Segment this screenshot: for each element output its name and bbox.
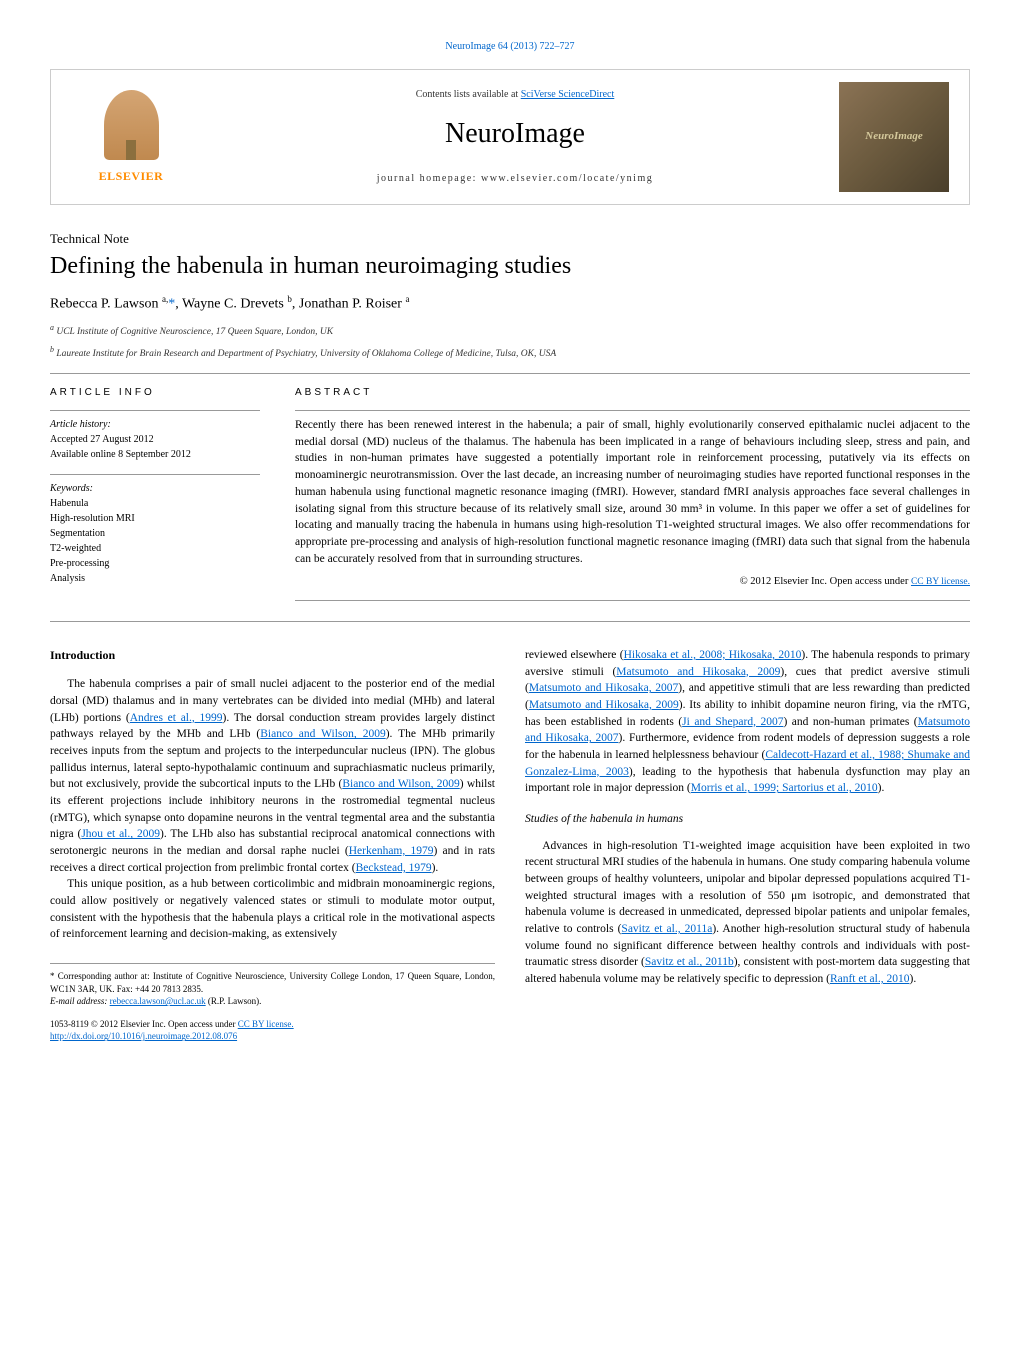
cc-by-link[interactable]: CC BY license. <box>238 1019 294 1029</box>
abstract-heading: ABSTRACT <box>295 386 970 400</box>
article-info-column: ARTICLE INFO Article history: Accepted 2… <box>50 386 260 601</box>
homepage-prefix: journal homepage: <box>377 173 481 184</box>
keyword: T2-weighted <box>50 541 260 556</box>
cover-title: NeuroImage <box>865 129 922 144</box>
article-history-block: Article history: Accepted 27 August 2012… <box>50 417 260 462</box>
introduction-heading: Introduction <box>50 647 495 664</box>
divider <box>50 410 260 411</box>
journal-cover-thumbnail: NeuroImage <box>839 82 949 192</box>
divider <box>50 621 970 622</box>
citation-link[interactable]: Savitz et al., 2011b <box>645 956 734 968</box>
body-paragraph: The habenula comprises a pair of small n… <box>50 676 495 876</box>
affiliation-a-text: UCL Institute of Cognitive Neuroscience,… <box>56 327 333 337</box>
citation-link[interactable]: Matsumoto and Hikosaka, 2009 <box>529 699 679 711</box>
keyword: Pre-processing <box>50 556 260 571</box>
journal-banner: ELSEVIER Contents lists available at Sci… <box>50 69 970 205</box>
citation-link[interactable]: Ji and Shepard, 2007 <box>682 716 783 728</box>
license-prefix: Open access under <box>830 576 911 587</box>
text: ). <box>909 973 916 985</box>
affiliation-a: a UCL Institute of Cognitive Neuroscienc… <box>50 322 970 339</box>
divider <box>50 373 970 374</box>
homepage-url[interactable]: www.elsevier.com/locate/ynimg <box>481 173 653 184</box>
text: ). <box>878 782 885 794</box>
citation-link[interactable]: Jhou et al., 2009 <box>81 828 160 840</box>
article-type: Technical Note <box>50 230 970 248</box>
abstract-text: Recently there has been renewed interest… <box>295 417 970 567</box>
divider <box>50 474 260 475</box>
divider <box>295 410 970 411</box>
right-column: reviewed elsewhere (Hikosaka et al., 200… <box>525 647 970 1043</box>
text: ). <box>432 862 439 874</box>
citation-link[interactable]: Herkenham, 1979 <box>349 845 434 857</box>
divider <box>295 600 970 601</box>
copyright-text: © 2012 Elsevier Inc. <box>740 576 827 587</box>
corresponding-author-note: * Corresponding author at: Institute of … <box>50 970 495 995</box>
email-suffix: (R.P. Lawson). <box>206 996 262 1006</box>
article-title: Defining the habenula in human neuroimag… <box>50 252 970 281</box>
citation-link[interactable]: Bianco and Wilson, 2009 <box>260 728 385 740</box>
elsevier-tree-icon <box>104 90 159 160</box>
studies-subheading: Studies of the habenula in humans <box>525 811 970 828</box>
text: reviewed elsewhere ( <box>525 649 624 661</box>
email-link[interactable]: rebecca.lawson@ucl.ac.uk <box>110 996 206 1006</box>
publisher-name: ELSEVIER <box>99 168 164 185</box>
journal-homepage-line: journal homepage: www.elsevier.com/locat… <box>191 172 839 186</box>
article-info-heading: ARTICLE INFO <box>50 386 260 400</box>
citation-link[interactable]: Andres et al., 1999 <box>130 712 223 724</box>
keyword: Analysis <box>50 571 260 586</box>
authors-line: Rebecca P. Lawson a,*, Wayne C. Drevets … <box>50 293 970 314</box>
body-two-columns: Introduction The habenula comprises a pa… <box>50 647 970 1043</box>
abstract-copyright: © 2012 Elsevier Inc. Open access under C… <box>295 575 970 590</box>
citation-link[interactable]: Ranft et al., 2010 <box>830 973 910 985</box>
citation-link[interactable]: Morris et al., 1999; Sartorius et al., 2… <box>691 782 878 794</box>
accepted-date: Accepted 27 August 2012 <box>50 432 260 447</box>
body-paragraph: This unique position, as a hub between c… <box>50 876 495 943</box>
footnotes-block: * Corresponding author at: Institute of … <box>50 963 495 1008</box>
citation-link[interactable]: Savitz et al., 2011a <box>621 923 712 935</box>
citation-link[interactable]: Bianco and Wilson, 2009 <box>342 778 459 790</box>
online-date: Available online 8 September 2012 <box>50 447 260 462</box>
text: Advances in high-resolution T1-weighted … <box>525 840 970 935</box>
text: ) and non-human primates ( <box>783 716 917 728</box>
affiliation-b: b Laureate Institute for Brain Research … <box>50 344 970 361</box>
banner-center: Contents lists available at SciVerse Sci… <box>191 88 839 185</box>
keywords-label: Keywords: <box>50 481 260 496</box>
contents-available-line: Contents lists available at SciVerse Sci… <box>191 88 839 102</box>
citation-link[interactable]: Matsumoto and Hikosaka, 2007 <box>529 682 678 694</box>
publisher-logo-block: ELSEVIER <box>71 90 191 185</box>
body-paragraph: reviewed elsewhere (Hikosaka et al., 200… <box>525 647 970 797</box>
issn-text: 1053-8119 © 2012 Elsevier Inc. <box>50 1019 168 1029</box>
keywords-block: Keywords: Habenula High-resolution MRI S… <box>50 481 260 586</box>
history-label: Article history: <box>50 417 260 432</box>
keyword: High-resolution MRI <box>50 511 260 526</box>
journal-title: NeuroImage <box>191 114 839 153</box>
abstract-column: ABSTRACT Recently there has been renewed… <box>295 386 970 601</box>
bottom-meta-block: 1053-8119 © 2012 Elsevier Inc. Open acce… <box>50 1018 495 1043</box>
email-line: E-mail address: rebecca.lawson@ucl.ac.uk… <box>50 995 495 1008</box>
citation-link[interactable]: Hikosaka et al., 2008; Hikosaka, 2010 <box>624 649 802 661</box>
info-abstract-row: ARTICLE INFO Article history: Accepted 2… <box>50 386 970 601</box>
keyword: Habenula <box>50 496 260 511</box>
affiliation-b-text: Laureate Institute for Brain Research an… <box>56 349 556 359</box>
left-column: Introduction The habenula comprises a pa… <box>50 647 495 1043</box>
license-prefix: Open access under <box>168 1019 238 1029</box>
sciencedirect-link[interactable]: SciVerse ScienceDirect <box>521 89 615 100</box>
issn-copyright-line: 1053-8119 © 2012 Elsevier Inc. Open acce… <box>50 1018 495 1031</box>
keyword: Segmentation <box>50 526 260 541</box>
email-label: E-mail address: <box>50 996 110 1006</box>
contents-prefix: Contents lists available at <box>416 89 521 100</box>
citation-link[interactable]: Beckstead, 1979 <box>356 862 432 874</box>
body-paragraph: Advances in high-resolution T1-weighted … <box>525 838 970 988</box>
doi-link[interactable]: http://dx.doi.org/10.1016/j.neuroimage.2… <box>50 1031 237 1041</box>
cc-by-link[interactable]: CC BY license. <box>911 577 970 587</box>
header-citation[interactable]: NeuroImage 64 (2013) 722–727 <box>50 40 970 54</box>
citation-link[interactable]: Matsumoto and Hikosaka, 2009 <box>616 666 780 678</box>
